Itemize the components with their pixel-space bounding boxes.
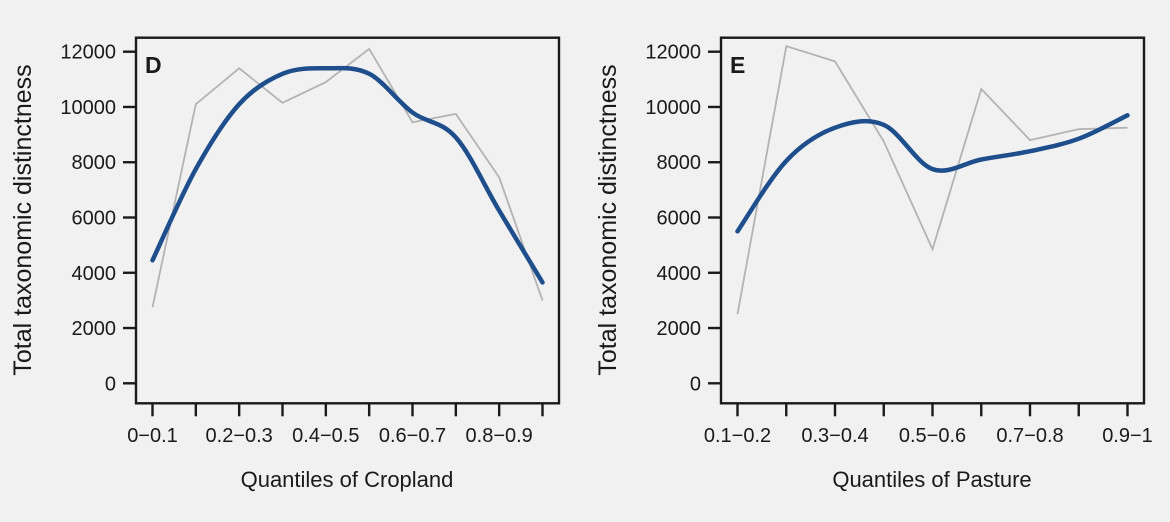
x-tick-label: 0.3−0.4 [801,425,868,447]
line-chart-cropland: 0 2000 4000 6000 8000 10000 12000 0−0.1 0.2−0.3 0… [9,36,561,492]
y-tick-label: 8000 [72,152,117,174]
y-tick-label: 6000 [72,208,117,230]
y-tick-label: 2000 [72,318,117,340]
x-tick-label: 0.9−1 [1102,425,1153,447]
x-tick-label: 0.5−0.6 [899,425,966,447]
y-tick-label: 0 [690,373,701,395]
plot-area-cropland: 0 2000 4000 6000 8000 10000 12000 0−0.1 0.2−0.3 0… [60,36,561,447]
panel-label-D: D [145,52,162,78]
y-tick-label: 4000 [657,263,702,285]
x-axis-title-cropland: Quantiles of Cropland [241,467,454,492]
panel-D: 0 2000 4000 6000 8000 10000 12000 0−0.1 0.2−0.3 0… [0,0,585,517]
y-tick-label: 10000 [645,97,701,119]
y-tick-label: 0 [105,373,116,395]
plot-border [134,36,561,405]
x-axis-title-pasture: Quantiles of Pasture [832,467,1031,492]
raw-gray-line [151,47,544,308]
y-tick-label: 6000 [657,208,702,230]
smoothed-blue-line [735,113,1130,234]
plot-area-pasture: 0 2000 4000 6000 8000 10000 12000 0.1−0.2 0.3−0.… [645,36,1153,447]
y-tick-label: 4000 [72,263,117,285]
plot-border [719,36,1146,405]
panel-label-E: E [730,52,745,78]
y-tick-label: 12000 [645,42,701,64]
y-tick-label: 12000 [60,42,116,64]
x-tick-label: 0.4−0.5 [292,425,359,447]
x-tick-label: 0.8−0.9 [466,425,533,447]
line-chart-pasture: 0 2000 4000 6000 8000 10000 12000 0.1−0.2 0.3−0.… [594,36,1153,492]
x-tick-label: 0.1−0.2 [704,425,771,447]
x-tick-label: 0−0.1 [127,425,178,447]
y-axis-title-cropland: Total taxonomic distinctness [9,64,37,375]
y-tick-label: 2000 [657,318,702,340]
y-tick-label: 8000 [657,152,702,174]
raw-gray-line [736,45,1128,315]
y-tick-label: 10000 [60,97,116,119]
smoothed-blue-line [150,65,545,285]
y-axis-title-pasture: Total taxonomic distinctness [594,64,622,375]
x-tick-label: 0.6−0.7 [379,425,446,447]
x-tick-label: 0.7−0.8 [996,425,1063,447]
x-tick-label: 0.2−0.3 [206,425,273,447]
panel-E: 0 2000 4000 6000 8000 10000 12000 0.1−0.2 0.3−0.… [585,0,1170,517]
